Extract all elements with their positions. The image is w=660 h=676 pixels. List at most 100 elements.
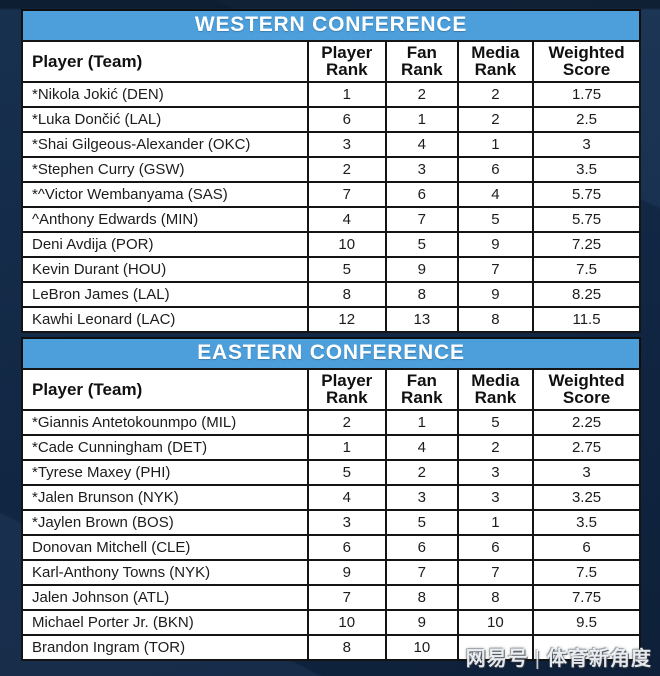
table-row: Kevin Durant (HOU) 5 9 7 7.5 — [21, 256, 641, 283]
rank-value-cell: 8 — [306, 281, 388, 308]
table-row: Deni Avdija (POR) 10 5 9 7.25 — [21, 231, 641, 258]
rank-value-cell: 1 — [456, 509, 535, 536]
rank-value-cell: 7.5 — [532, 559, 641, 586]
rank-value-cell: 5 — [385, 509, 459, 536]
eastern-conference-table: Player (Team) Player Rank Fan Rank Media Ra… — [21, 368, 641, 661]
rank-value-cell: 6 — [456, 156, 535, 183]
rank-value-cell: 2 — [456, 106, 535, 133]
rank-column-header: Media Rank — [456, 368, 535, 411]
ranking-infographic: WESTERN CONFERENCE Player (Team) Player R… — [21, 9, 641, 665]
table-row: Brandon Ingram (TOR) 8 10 — [21, 634, 641, 661]
rank-value-cell: 6 — [306, 534, 388, 561]
rank-value-cell: 3 — [532, 459, 641, 486]
rank-value-cell: 3.5 — [532, 509, 641, 536]
rank-value-cell: 7.25 — [532, 231, 641, 258]
watermark-divider: | — [534, 648, 541, 670]
rank-column-header: Media Rank — [456, 40, 535, 83]
table-row: *Jaylen Brown (BOS) 3 5 1 3.5 — [21, 509, 641, 536]
rank-value-cell: 3 — [385, 484, 459, 511]
rank-value-cell: 2 — [456, 434, 535, 461]
player-team-cell: Kevin Durant (HOU) — [21, 256, 309, 283]
rank-value-cell: 7.5 — [532, 256, 641, 283]
rank-value-cell: 2.75 — [532, 434, 641, 461]
rank-value-cell: 3 — [385, 156, 459, 183]
player-team-cell: Brandon Ingram (TOR) — [21, 634, 309, 661]
table-row: LeBron James (LAL) 8 8 9 8.25 — [21, 281, 641, 308]
rank-value-cell: 2 — [306, 409, 388, 436]
rank-value-cell — [456, 634, 535, 661]
table-row: *Stephen Curry (GSW) 2 3 6 3.5 — [21, 156, 641, 183]
rank-column-header: Weighted Score — [532, 368, 641, 411]
player-team-column-header: Player (Team) — [21, 368, 309, 411]
watermark-brand: 网易号 — [465, 648, 529, 670]
watermark: 网易号 | 体育新角度 — [466, 642, 652, 671]
rank-value-cell: 5.75 — [532, 206, 641, 233]
player-team-cell: *Giannis Antetokounmpo (MIL) — [21, 409, 309, 436]
rank-value-cell: 7 — [385, 559, 459, 586]
rank-value-cell: 1 — [385, 409, 459, 436]
table-row: *^Victor Wembanyama (SAS) 7 6 4 5.75 — [21, 181, 641, 208]
rank-value-cell: 2 — [385, 459, 459, 486]
player-team-cell: Deni Avdija (POR) — [21, 231, 309, 258]
player-team-cell: *^Victor Wembanyama (SAS) — [21, 181, 309, 208]
rank-value-cell: 3 — [532, 131, 641, 158]
rank-value-cell: 2 — [456, 81, 535, 108]
player-team-cell: LeBron James (LAL) — [21, 281, 309, 308]
rank-value-cell: 2 — [306, 156, 388, 183]
rank-value-cell: 3 — [306, 131, 388, 158]
table-row: Kawhi Leonard (LAC) 12 13 8 11.5 — [21, 306, 641, 333]
rank-value-cell: 8 — [385, 281, 459, 308]
header-row: Player (Team) Player Rank Fan Rank Media Ra… — [21, 368, 641, 411]
rank-value-cell: 10 — [385, 634, 459, 661]
rank-value-cell: 2.25 — [532, 409, 641, 436]
rank-value-cell: 7 — [385, 206, 459, 233]
western-conference-section: WESTERN CONFERENCE Player (Team) Player R… — [21, 9, 641, 333]
rank-value-cell: 3 — [456, 484, 535, 511]
rank-value-cell: 6 — [385, 534, 459, 561]
player-team-cell: Kawhi Leonard (LAC) — [21, 306, 309, 333]
rank-value-cell: 4 — [385, 434, 459, 461]
rank-value-cell: 3 — [456, 459, 535, 486]
rank-column-header: Player Rank — [306, 40, 388, 83]
rank-value-cell: 4 — [385, 131, 459, 158]
rank-value-cell: 8 — [385, 584, 459, 611]
rank-value-cell: 7.75 — [532, 584, 641, 611]
rank-value-cell: 4 — [306, 484, 388, 511]
player-team-cell: *Cade Cunningham (DET) — [21, 434, 309, 461]
player-team-cell: *Jaylen Brown (BOS) — [21, 509, 309, 536]
rank-value-cell: 2.5 — [532, 106, 641, 133]
table-row: *Tyrese Maxey (PHI) 5 2 3 3 — [21, 459, 641, 486]
table-row: *Giannis Antetokounmpo (MIL) 2 1 5 2.25 — [21, 409, 641, 436]
rank-value-cell: 7 — [456, 256, 535, 283]
rank-value-cell: 10 — [306, 609, 388, 636]
table-row: Donovan Mitchell (CLE) 6 6 6 6 — [21, 534, 641, 561]
rank-value-cell: 9 — [385, 256, 459, 283]
rank-value-cell: 1 — [456, 131, 535, 158]
player-team-cell: *Tyrese Maxey (PHI) — [21, 459, 309, 486]
rank-value-cell: 4 — [306, 206, 388, 233]
rank-value-cell: 8.25 — [532, 281, 641, 308]
rank-value-cell: 9 — [385, 609, 459, 636]
rank-value-cell: 1 — [306, 81, 388, 108]
player-team-cell: ^Anthony Edwards (MIN) — [21, 206, 309, 233]
rank-value-cell: 13 — [385, 306, 459, 333]
rank-column-header: Fan Rank — [385, 40, 459, 83]
rank-value-cell: 1 — [385, 106, 459, 133]
rank-value-cell: 6 — [306, 106, 388, 133]
rank-value-cell: 8 — [306, 634, 388, 661]
table-row: *Nikola Jokić (DEN) 1 2 2 1.75 — [21, 81, 641, 108]
player-team-cell: Michael Porter Jr. (BKN) — [21, 609, 309, 636]
rank-value-cell: 2 — [385, 81, 459, 108]
western-conference-table: Player (Team) Player Rank Fan Rank Media Ra… — [21, 40, 641, 333]
western-conference-title: WESTERN CONFERENCE — [21, 9, 641, 40]
table-row: *Shai Gilgeous-Alexander (OKC) 3 4 1 3 — [21, 131, 641, 158]
rank-value-cell: 5.75 — [532, 181, 641, 208]
rank-value-cell: 10 — [306, 231, 388, 258]
rank-value-cell: 9 — [456, 231, 535, 258]
eastern-conference-title: EASTERN CONFERENCE — [21, 337, 641, 368]
rank-value-cell: 5 — [385, 231, 459, 258]
watermark-channel: 体育新角度 — [547, 648, 652, 670]
rank-value-cell: 9 — [456, 281, 535, 308]
table-row: Karl-Anthony Towns (NYK) 9 7 7 7.5 — [21, 559, 641, 586]
rank-value-cell: 1.75 — [532, 81, 641, 108]
